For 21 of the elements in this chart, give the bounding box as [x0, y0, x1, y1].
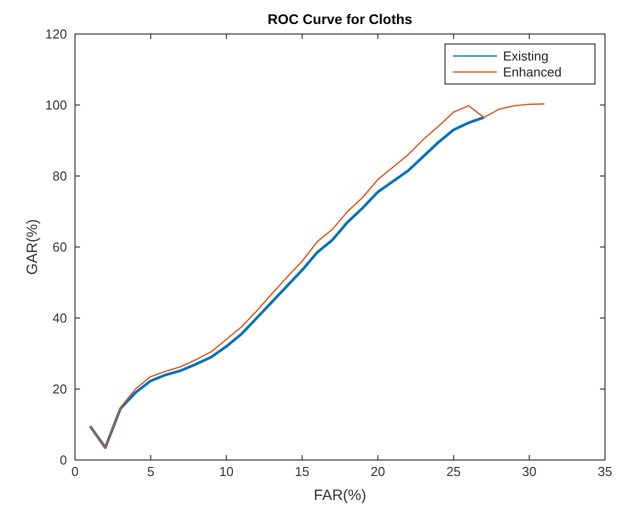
y-tick-label: 20	[52, 382, 67, 396]
x-tick-label: 20	[370, 464, 386, 479]
x-tick-label: 35	[598, 464, 612, 479]
y-tick-label: 120	[45, 26, 67, 42]
x-tick-label: 10	[219, 464, 234, 479]
chart-title: ROC Curve for Cloths	[268, 11, 413, 27]
y-axis-title: GAR(%)	[24, 219, 41, 275]
x-tick-label: 25	[446, 464, 461, 479]
line-series	[89, 103, 546, 448]
x-tick-label: 15	[294, 464, 310, 479]
y-tick-label: 40	[52, 310, 67, 326]
legend-label: Existing	[503, 48, 549, 64]
y-tick-label: 0	[60, 452, 67, 468]
x-tick-label: 30	[522, 464, 537, 479]
legend-label: Enhanced	[503, 64, 562, 80]
x-axis-title: FAR(%)	[314, 487, 366, 504]
y-tick-label: 60	[52, 240, 67, 254]
x-tick-label: 0	[71, 464, 79, 479]
y-tick-label: 100	[45, 98, 67, 112]
x-tick-label: 5	[147, 464, 154, 479]
y-tick-label: 80	[52, 168, 67, 184]
